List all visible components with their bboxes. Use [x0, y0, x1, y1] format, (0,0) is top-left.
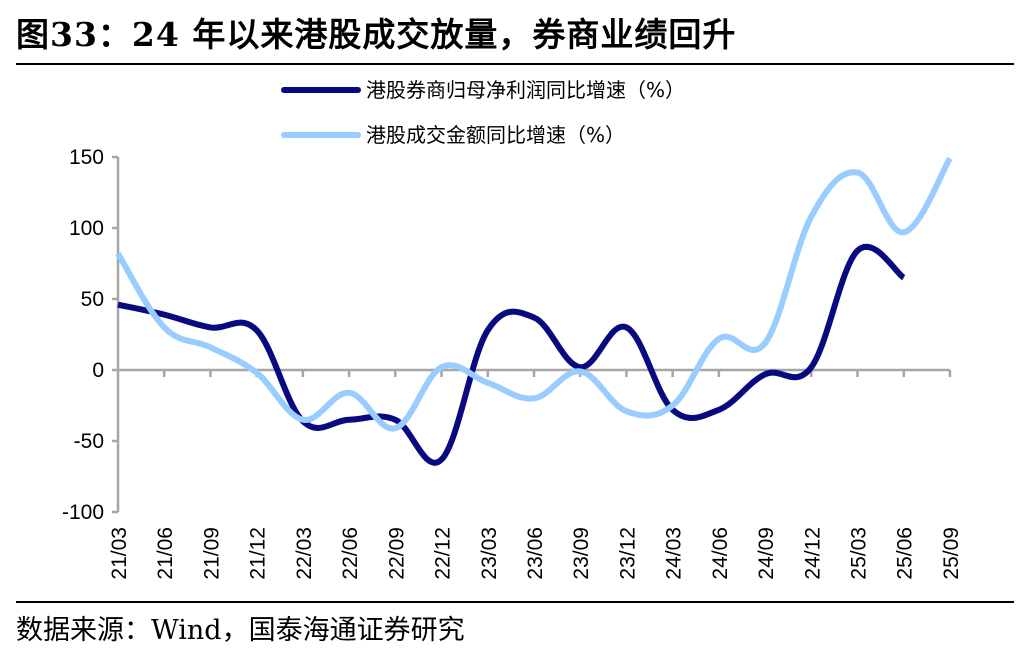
- y-tick-label: -50: [74, 430, 104, 453]
- x-tick-label: 22/09: [385, 527, 408, 580]
- y-tick-label: 100: [69, 217, 104, 240]
- x-tick-label: 24/09: [755, 527, 778, 580]
- source-note: 数据来源：Wind，国泰海通证券研究: [16, 615, 465, 646]
- y-tick-label: -100: [62, 501, 104, 524]
- legend-label: 港股成交金额同比增速（%）: [366, 123, 625, 147]
- figure-title: 图33：24 年以来港股成交放量，券商业绩回升: [16, 15, 737, 54]
- x-tick-label: 23/06: [524, 527, 547, 580]
- x-tick-label: 21/09: [200, 527, 223, 580]
- title-rule: [16, 63, 1014, 65]
- series-line-turnover: [115, 156, 953, 432]
- x-tick-label: 22/03: [293, 527, 316, 580]
- x-tick-label: 24/03: [663, 527, 686, 580]
- x-tick-label: 23/09: [570, 527, 593, 580]
- series-line-broker-profit: [117, 244, 906, 466]
- x-tick-label: 22/12: [432, 527, 455, 580]
- x-tick-label: 25/03: [848, 527, 871, 580]
- x-tick-label: 25/09: [940, 527, 963, 580]
- y-tick-label: 0: [92, 359, 104, 382]
- x-tick-label: 22/06: [339, 527, 362, 580]
- x-tick-label: 23/12: [616, 527, 639, 580]
- axes: -100 -50 0 50 100 150 21/03 21/06 21/09 21/12 22/0…: [62, 146, 963, 580]
- y-tick-label: 50: [81, 288, 104, 311]
- x-tick-label: 21/06: [154, 527, 177, 580]
- x-tick-label: 25/06: [894, 527, 917, 580]
- series-lines: [115, 156, 953, 466]
- footer-rule: [16, 601, 1014, 603]
- y-tick-label: 150: [69, 146, 104, 169]
- legend-label: 港股券商归母净利润同比增速（%）: [366, 78, 685, 102]
- x-tick-label: 23/03: [478, 527, 501, 580]
- x-tick-label: 21/12: [247, 527, 270, 580]
- x-tick-label: 24/12: [801, 527, 824, 580]
- legend: 港股券商归母净利润同比增速（%） 港股成交金额同比增速（%）: [281, 78, 685, 147]
- x-tick-label: 21/03: [108, 527, 131, 580]
- x-tick-label: 24/06: [709, 527, 732, 580]
